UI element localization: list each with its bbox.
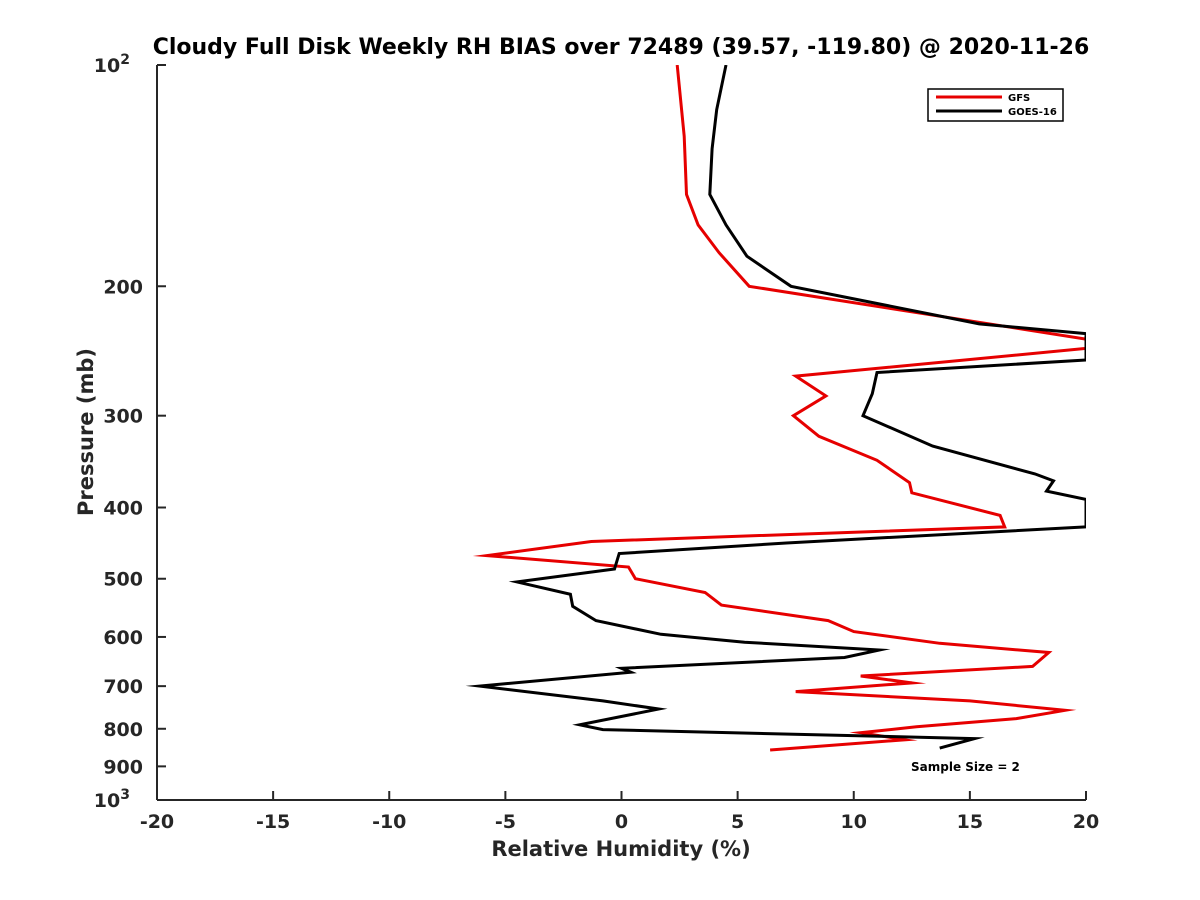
y-tick-label: 200 <box>103 276 143 298</box>
y-tick-exponent: 2 <box>120 52 130 68</box>
y-tick-label: 300 <box>103 406 143 428</box>
y-tick-label: 103 <box>94 787 130 812</box>
x-tick-label: 0 <box>615 811 628 833</box>
legend-label: GOES-16 <box>1008 107 1057 118</box>
y-tick-label: 700 <box>103 676 143 698</box>
y-tick-label: 102 <box>94 52 130 77</box>
y-tick-label: 400 <box>103 498 143 520</box>
sample-size-note: Sample Size = 2 <box>911 760 1020 774</box>
y-tick-exponent: 3 <box>120 787 130 803</box>
y-tick-label: 800 <box>103 719 143 741</box>
chart-title: Cloudy Full Disk Weekly RH BIAS over 724… <box>153 35 1090 60</box>
legend-label: GFS <box>1008 93 1030 104</box>
x-tick-label: 20 <box>1073 811 1099 833</box>
x-tick-label: 15 <box>957 811 983 833</box>
x-axis-label: Relative Humidity (%) <box>491 837 750 861</box>
legend-box <box>927 88 1064 122</box>
y-tick-label: 500 <box>103 569 143 591</box>
axes-layer: -20 -15 -10 -5 0 5 10 15 20 102 200 300 400 500 600 700… <box>94 52 1099 833</box>
y-tick-label: 600 <box>103 627 143 649</box>
y-tick-label: 900 <box>103 756 143 778</box>
x-tick-label: -15 <box>256 811 290 833</box>
x-tick-label: -10 <box>372 811 406 833</box>
series-layer <box>465 65 1086 752</box>
plot-area <box>157 65 1086 800</box>
series-line-goes-16 <box>465 65 1086 750</box>
series-line-gfs <box>472 65 1086 752</box>
x-tick-label: -20 <box>140 811 174 833</box>
x-tick-label: -5 <box>495 811 516 833</box>
x-tick-label: 10 <box>841 811 867 833</box>
y-axis-label: Pressure (mb) <box>74 348 98 516</box>
x-tick-label: 5 <box>731 811 744 833</box>
legend: GFS GOES-16 <box>927 88 1064 122</box>
